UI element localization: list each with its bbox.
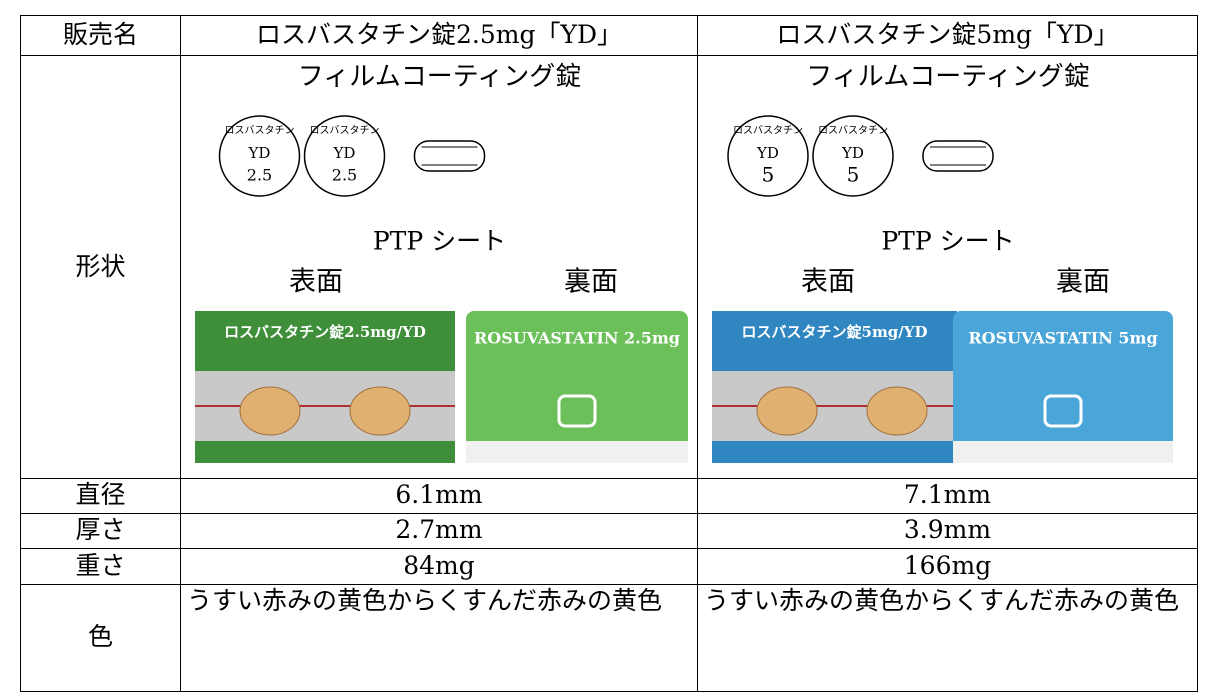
tablet-mark: YD	[333, 144, 356, 162]
cell: 6.1mm	[180, 477, 698, 514]
row-label: 色	[20, 583, 181, 692]
tablet-face	[218, 115, 301, 197]
data-row: 色 うすい赤みの黄色からくすんだ赤みの黄色 うすい赤みの黄色からくすんだ赤みの黄…	[20, 583, 1198, 692]
data-row: 重さ 84mg 166mg	[20, 547, 1198, 585]
cell: 2.7mm	[180, 512, 698, 549]
coating: フィルムコーティング錠	[806, 62, 1089, 92]
ptp-back	[466, 311, 688, 463]
ptp-back-text: ROSUVASTATIN 2.5mg	[474, 329, 680, 348]
tablet-strength: 5	[762, 163, 775, 187]
cell: 166mg	[697, 547, 1198, 585]
data-row: 厚さ 2.7mm 3.9mm	[20, 512, 1198, 549]
tablet-strength: 2.5	[332, 166, 357, 185]
ptp-title: PTP シート	[881, 227, 1014, 256]
tablet-strength: 5	[847, 163, 860, 187]
shape-cell: フィルムコーティング錠 ロスバスタチン YD 5 ロスバスタチン YD 5 PTP シート 表面…	[697, 55, 1198, 479]
ptp-pill	[756, 386, 818, 436]
cell: うすい赤みの黄色からくすんだ赤みの黄色	[180, 583, 698, 692]
header-cell: ロスバスタチン錠2.5mg「YD」	[180, 15, 698, 56]
ptp-front-text: ロスバスタチン錠2.5mg/YD	[224, 323, 426, 341]
tablet-face	[812, 115, 894, 197]
header-cell: 販売名	[20, 15, 181, 56]
row-label: 重さ	[20, 547, 181, 585]
tablet-mark: YD	[841, 144, 864, 162]
tablet-name: ロスバスタチン	[225, 125, 295, 137]
front-label: 表面	[801, 267, 855, 298]
cell: 84mg	[180, 547, 698, 585]
ptp-logo	[1043, 394, 1083, 428]
tablet-mark: YD	[248, 144, 271, 162]
data-row: 直径 6.1mm 7.1mm	[20, 477, 1198, 514]
row-label: 直径	[20, 477, 181, 514]
header-cell: ロスバスタチン錠5mg「YD」	[697, 15, 1198, 56]
header-row: 販売名 ロスバスタチン錠2.5mg「YD」 ロスバスタチン錠5mg「YD」	[20, 15, 1198, 56]
coating: フィルムコーティング錠	[298, 62, 581, 92]
ptp-logo	[557, 394, 597, 428]
row-label: 厚さ	[20, 512, 181, 549]
back-label: 裏面	[1056, 267, 1110, 298]
row-label: 形状	[20, 55, 181, 479]
tablet-side	[413, 140, 486, 172]
ptp-front-text: ロスバスタチン錠5mg/YD	[742, 323, 928, 341]
tablet-name: ロスバスタチン	[733, 125, 803, 137]
cell: 7.1mm	[697, 477, 1198, 514]
ptp-back-band	[466, 441, 688, 463]
front-label: 表面	[289, 267, 343, 298]
ptp-pill	[866, 386, 928, 436]
cell: うすい赤みの黄色からくすんだ赤みの黄色	[697, 583, 1198, 692]
ptp-back	[953, 311, 1173, 463]
ptp-back-text: ROSUVASTATIN 5mg	[968, 329, 1157, 348]
tablet-face	[303, 115, 386, 197]
tablet-mark: YD	[756, 144, 779, 162]
shape-row: 形状 フィルムコーティング錠ロスバスタチン YD 2.5 ロスバスタチン YD 2.5 PT…	[20, 55, 1198, 479]
ptp-pill	[239, 386, 301, 436]
tablet-name: ロスバスタチン	[818, 125, 888, 137]
cell: 3.9mm	[697, 512, 1198, 549]
spec-table: 販売名 ロスバスタチン錠2.5mg「YD」 ロスバスタチン錠5mg「YD」 形状…	[20, 15, 1198, 692]
tablet-name: ロスバスタチン	[310, 125, 380, 137]
tablet-side	[922, 140, 994, 172]
tablet-face	[727, 115, 809, 197]
shape-cell: フィルムコーティング錠ロスバスタチン YD 2.5 ロスバスタチン YD 2.5 PTP シ…	[180, 55, 698, 479]
ptp-title: PTP シート	[373, 227, 506, 256]
ptp-pill	[349, 386, 411, 436]
ptp-back-band	[953, 441, 1173, 463]
tablet-strength: 2.5	[247, 166, 272, 185]
back-label: 裏面	[564, 267, 618, 298]
